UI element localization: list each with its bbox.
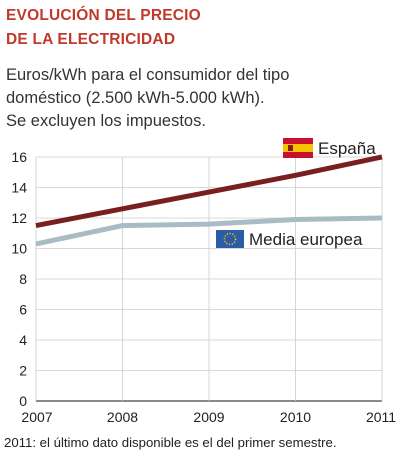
x-tick-label: 2010 <box>280 409 311 425</box>
y-tick-label: 6 <box>19 302 27 318</box>
eu-flag-icon <box>216 230 244 248</box>
chart-subtitle: Euros/kWh para el consumidor del tipo do… <box>6 64 406 133</box>
subtitle-line-3: Se excluyen los impuestos. <box>6 112 206 130</box>
y-tick-label: 16 <box>11 149 27 165</box>
x-tick-label: 2009 <box>193 409 224 425</box>
y-tick-label: 14 <box>11 180 27 196</box>
subtitle-line-1: Euros/kWh para el consumidor del tipo <box>6 66 290 84</box>
gridlines <box>35 156 383 402</box>
legend-label-media-europea: Media europea <box>249 230 363 249</box>
y-tick-label: 0 <box>19 393 27 409</box>
spain-flag-icon <box>283 138 313 158</box>
footnote: 2011: el último dato disponible es el de… <box>4 435 337 450</box>
x-tick-label: 2008 <box>107 409 138 425</box>
chart-title-line-2: DE LA ELECTRICIDAD <box>6 31 176 48</box>
y-axis-ticks: 0 2 4 6 8 10 12 14 16 <box>11 149 27 409</box>
x-tick-label: 2007 <box>21 409 52 425</box>
x-tick-label: 2011 <box>366 409 396 425</box>
y-tick-label: 2 <box>19 363 27 379</box>
chart-title-line-1: EVOLUCIÓN DEL PRECIO <box>6 7 201 24</box>
y-tick-label: 12 <box>11 210 27 226</box>
y-tick-label: 10 <box>11 241 27 257</box>
subtitle-line-2: doméstico (2.500 kWh-5.000 kWh). <box>6 89 265 107</box>
legend-item-media-europea: Media europea <box>216 230 363 249</box>
series-line-espana <box>35 154 383 229</box>
legend-item-espana: España <box>283 138 376 158</box>
x-axis-ticks: 2007 2008 2009 2010 2011 <box>21 409 396 425</box>
series-lines <box>35 154 383 247</box>
y-tick-label: 4 <box>19 332 27 348</box>
y-tick-label: 8 <box>19 271 27 287</box>
series-line-media-europea <box>35 215 383 247</box>
chart-title: EVOLUCIÓN DEL PRECIO DE LA ELECTRICIDAD <box>6 4 201 52</box>
legend-label-espana: España <box>318 139 376 158</box>
